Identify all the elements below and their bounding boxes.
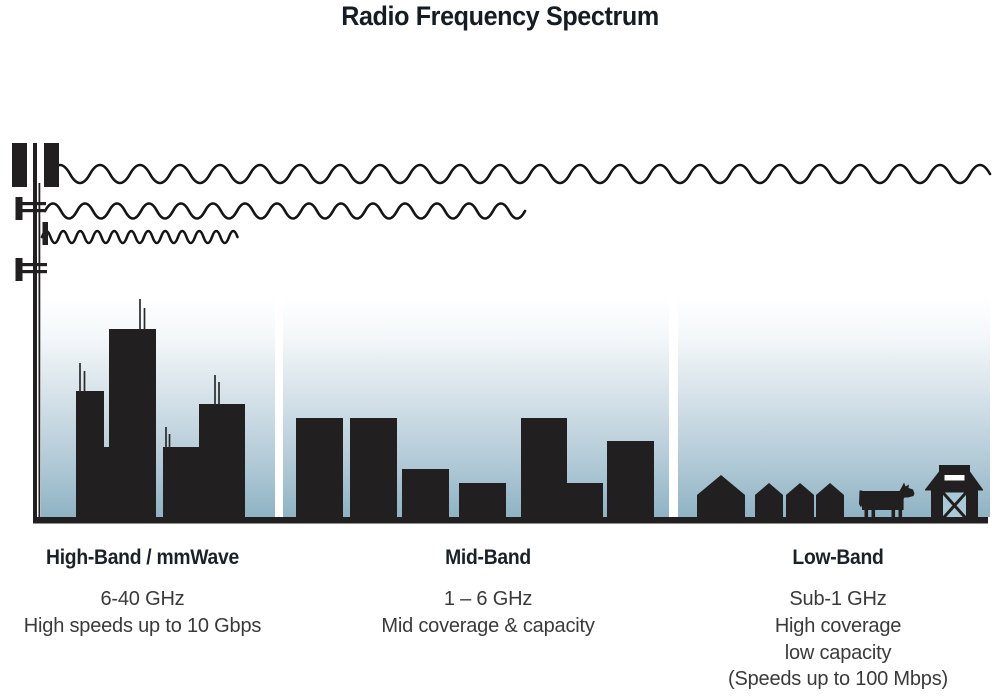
midband-frequency: 1 – 6 GHz (443, 588, 533, 610)
lowband-description-1: High coverage (774, 614, 902, 637)
midband-wave-icon (43, 202, 527, 220)
highband-heading: High-Band / mmWave (46, 546, 239, 569)
town-skyline-icon (296, 418, 654, 523)
house (816, 483, 844, 523)
building (350, 418, 397, 523)
house (786, 483, 814, 523)
cow-icon (859, 482, 915, 523)
midband-coverage (283, 296, 669, 517)
highband-wave-icon (40, 229, 239, 245)
lowband-caption: Low-Band Sub-1 GHz High coverage low cap… (688, 546, 988, 693)
lowband-description-3: (Speeds up to 100 Mbps) (728, 668, 948, 691)
page-title: Radio Frequency Spectrum (341, 1, 659, 31)
lowband-heading: Low-Band (792, 546, 884, 569)
highband-description: High speeds up to 10 Gbps (23, 614, 262, 637)
lowband-wave-icon (48, 163, 992, 185)
lowband-description-2: low capacity (784, 641, 892, 664)
midband-heading: Mid-Band (445, 546, 531, 569)
ground-line (33, 517, 988, 524)
building (521, 418, 567, 523)
highband-caption: High-Band / mmWave 6-40 GHz High speeds … (0, 546, 285, 640)
building (402, 469, 449, 523)
midband-caption: Mid-Band 1 – 6 GHz Mid coverage & capaci… (338, 546, 638, 640)
building (199, 404, 245, 523)
barn-loft-window (944, 475, 965, 481)
lowband-frequency: Sub-1 GHz (789, 588, 887, 610)
building (109, 329, 156, 523)
house (697, 475, 745, 523)
building (607, 441, 654, 523)
midband-description: Mid coverage & capacity (381, 614, 595, 637)
city-skyline-icon (76, 299, 245, 523)
cell-tower-icon (12, 143, 59, 523)
building (163, 447, 199, 523)
building (296, 418, 343, 523)
houses-icon (697, 475, 844, 523)
building (104, 447, 109, 523)
coverage-boxes (41, 296, 990, 517)
building (459, 483, 506, 523)
building (76, 391, 104, 523)
building (567, 483, 603, 523)
radio-waves (40, 163, 992, 245)
house (755, 483, 783, 523)
highband-frequency: 6-40 GHz (100, 588, 185, 610)
